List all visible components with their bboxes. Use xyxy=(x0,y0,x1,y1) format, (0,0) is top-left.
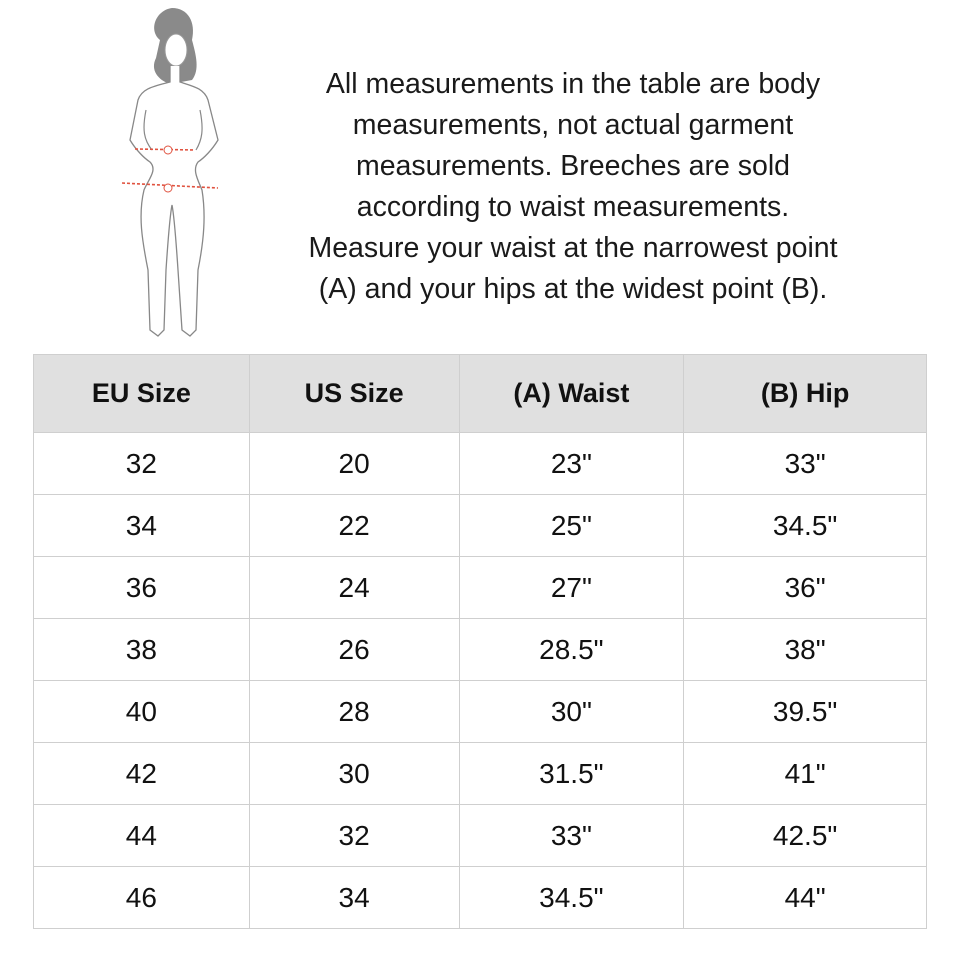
table-header-row: EU Size US Size (A) Waist (B) Hip xyxy=(33,354,927,433)
waist-cell: 33" xyxy=(458,804,685,867)
waist-cell: 31.5" xyxy=(458,742,685,805)
header-hip: (B) Hip xyxy=(683,354,927,433)
size-chart-table: EU Size US Size (A) Waist (B) Hip 32 20 23… xyxy=(33,354,927,929)
table-row: 42 30 31.5" 41" xyxy=(33,742,927,805)
waist-cell: 25" xyxy=(458,494,685,557)
hip-cell: 41" xyxy=(683,742,927,805)
us-size-cell: 28 xyxy=(248,680,460,743)
hip-cell: 33" xyxy=(683,432,927,495)
table-row: 34 22 25" 34.5" xyxy=(33,494,927,557)
body-measurement-illustration xyxy=(121,8,219,337)
intro-line: Measure your waist at the narrowest poin… xyxy=(308,232,838,264)
measurement-instructions: All measurements in the table are body m… xyxy=(240,64,906,310)
hip-cell: 36" xyxy=(683,556,927,619)
table-row: 38 26 28.5" 38" xyxy=(33,618,927,681)
intro-line: according to waist measurements. xyxy=(356,191,790,223)
table-row: 44 32 33" 42.5" xyxy=(33,804,927,867)
hip-cell: 44" xyxy=(683,866,927,929)
us-size-cell: 24 xyxy=(248,556,460,619)
intro-line: measurements. Breeches are sold xyxy=(355,150,791,182)
us-size-cell: 26 xyxy=(248,618,460,681)
waist-cell: 34.5" xyxy=(458,866,685,929)
waist-cell: 27" xyxy=(458,556,685,619)
eu-size-cell: 46 xyxy=(33,866,250,929)
header-eu-size: EU Size xyxy=(33,354,250,433)
intro-line: All measurements in the table are body xyxy=(325,68,821,100)
hip-cell: 39.5" xyxy=(683,680,927,743)
hip-cell: 34.5" xyxy=(683,494,927,557)
us-size-cell: 34 xyxy=(248,866,460,929)
hip-marker-b xyxy=(121,182,219,193)
us-size-cell: 30 xyxy=(248,742,460,805)
intro-line: (A) and your hips at the widest point (B… xyxy=(318,273,828,305)
eu-size-cell: 38 xyxy=(33,618,250,681)
waist-cell: 28.5" xyxy=(458,618,685,681)
eu-size-cell: 40 xyxy=(33,680,250,743)
table-row: 40 28 30" 39.5" xyxy=(33,680,927,743)
table-row: 46 34 34.5" 44" xyxy=(33,866,927,929)
waist-marker-a xyxy=(134,145,196,155)
waist-cell: 23" xyxy=(458,432,685,495)
us-size-cell: 22 xyxy=(248,494,460,557)
eu-size-cell: 44 xyxy=(33,804,250,867)
us-size-cell: 20 xyxy=(248,432,460,495)
table-row: 32 20 23" 33" xyxy=(33,432,927,495)
header-waist: (A) Waist xyxy=(458,354,685,433)
intro-line: measurements, not actual garment xyxy=(352,109,794,141)
header-us-size: US Size xyxy=(248,354,460,433)
eu-size-cell: 34 xyxy=(33,494,250,557)
hip-cell: 42.5" xyxy=(683,804,927,867)
table-row: 36 24 27" 36" xyxy=(33,556,927,619)
eu-size-cell: 42 xyxy=(33,742,250,805)
us-size-cell: 32 xyxy=(248,804,460,867)
waist-cell: 30" xyxy=(458,680,685,743)
eu-size-cell: 32 xyxy=(33,432,250,495)
eu-size-cell: 36 xyxy=(33,556,250,619)
hip-cell: 38" xyxy=(683,618,927,681)
